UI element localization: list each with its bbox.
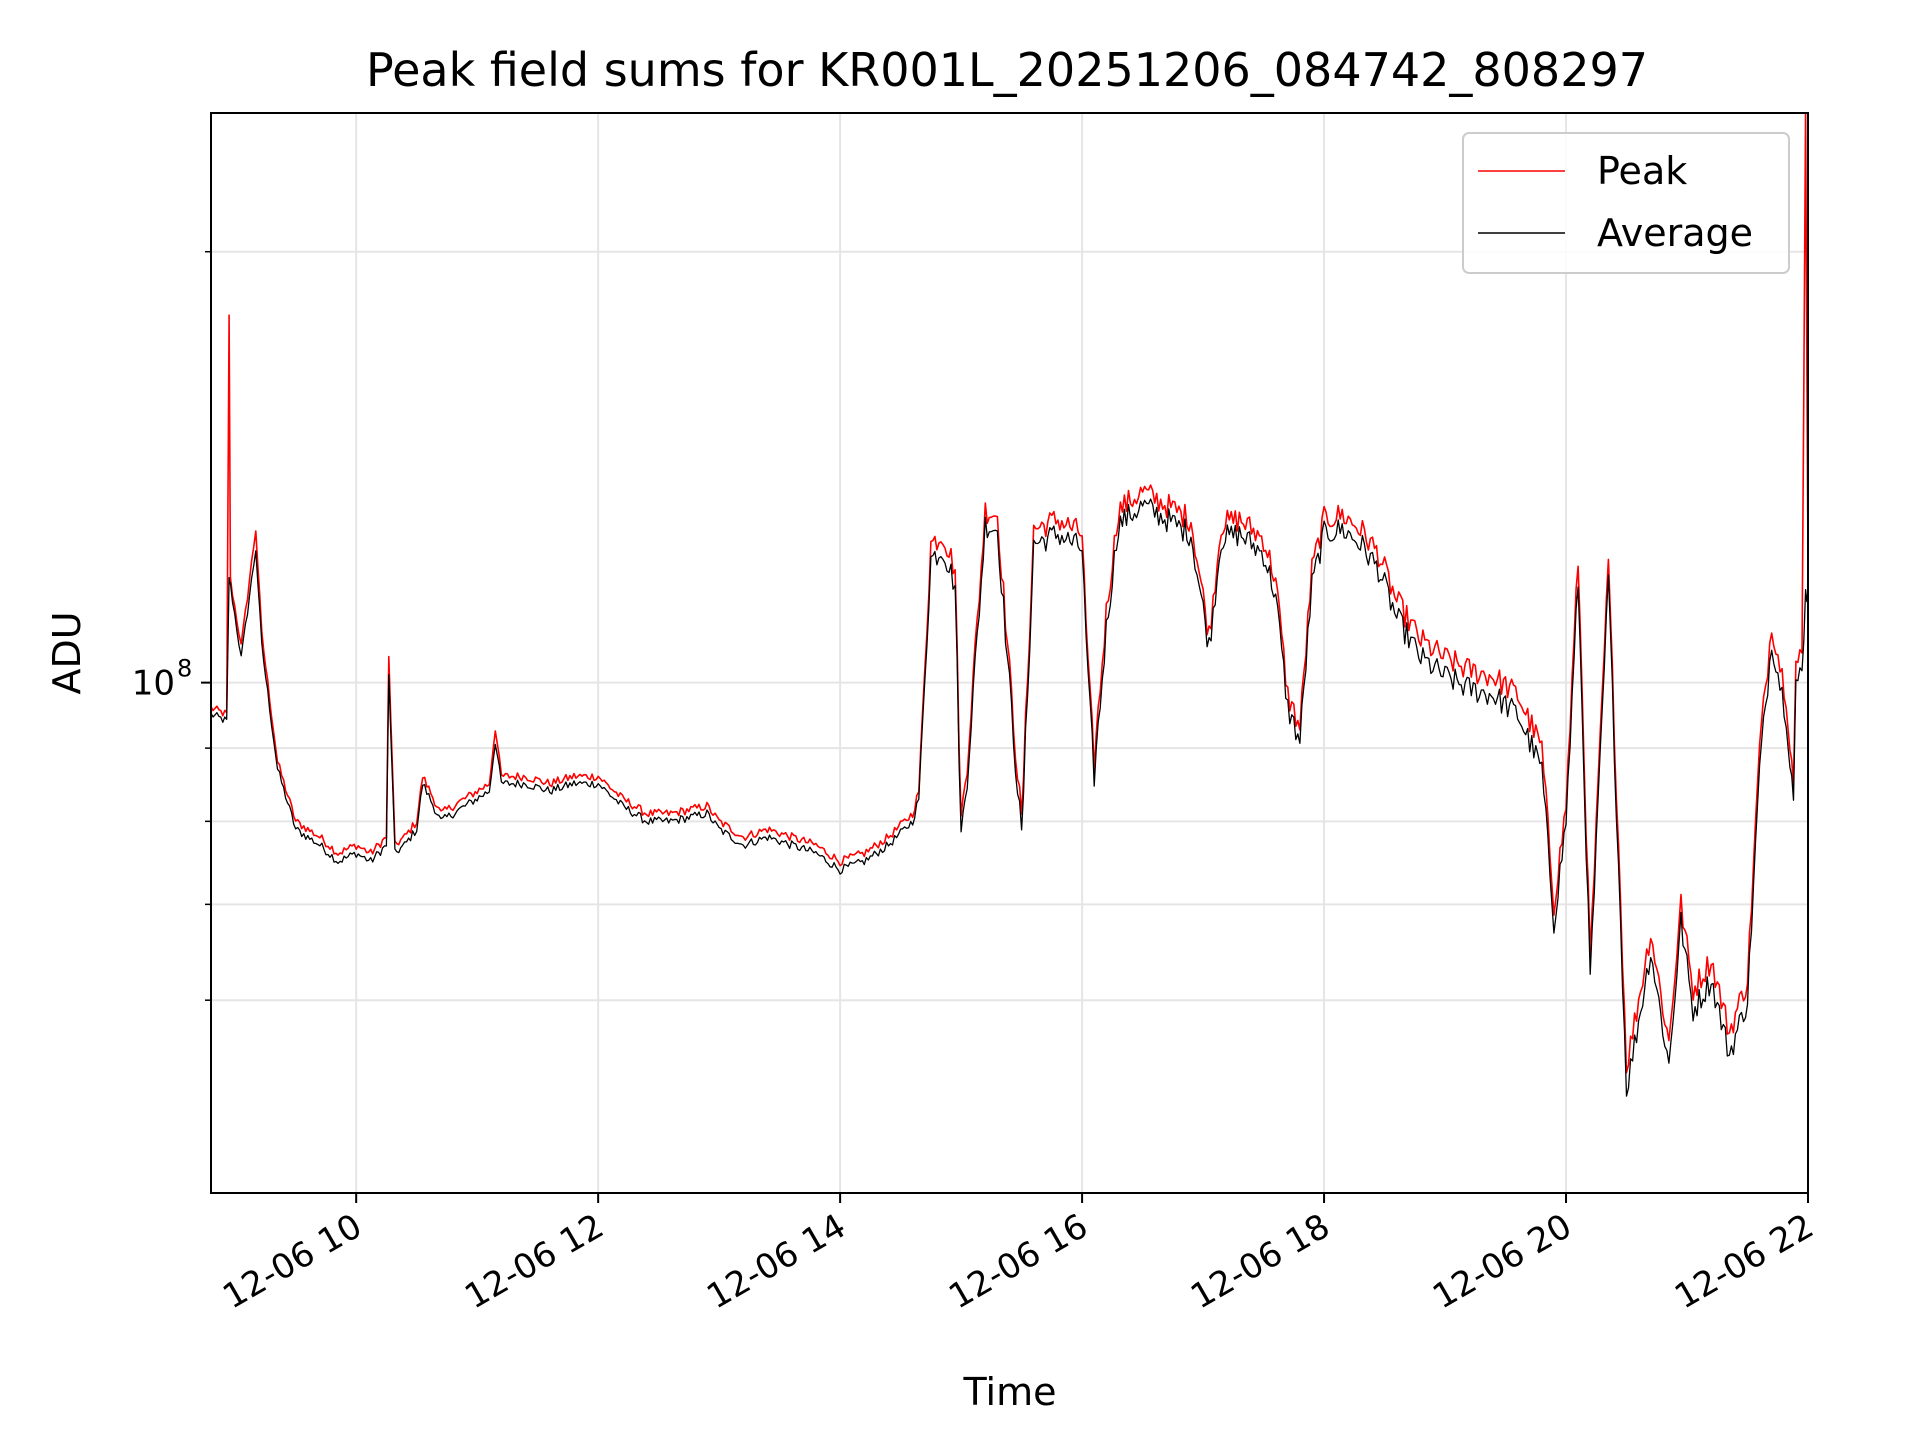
legend-label-average: Average bbox=[1597, 211, 1753, 255]
chart-title: Peak field sums for KR001L_20251206_0847… bbox=[366, 43, 1648, 97]
x-axis-label: Time bbox=[963, 1370, 1057, 1414]
plot-frame bbox=[210, 112, 1809, 1194]
y-tick-label: 10 bbox=[132, 664, 175, 704]
legend-box bbox=[1462, 132, 1790, 274]
series-line-average bbox=[211, 498, 1808, 1097]
series-layer bbox=[211, 113, 1808, 1097]
y-tick-label-exponent: 8 bbox=[177, 655, 192, 683]
series-line-peak bbox=[211, 113, 1808, 1074]
legend-label-peak: Peak bbox=[1597, 149, 1687, 193]
y-axis-label: ADU bbox=[45, 611, 89, 694]
y-tick-label-base: 10 bbox=[132, 664, 175, 704]
legend: Peak Average bbox=[1462, 132, 1790, 274]
